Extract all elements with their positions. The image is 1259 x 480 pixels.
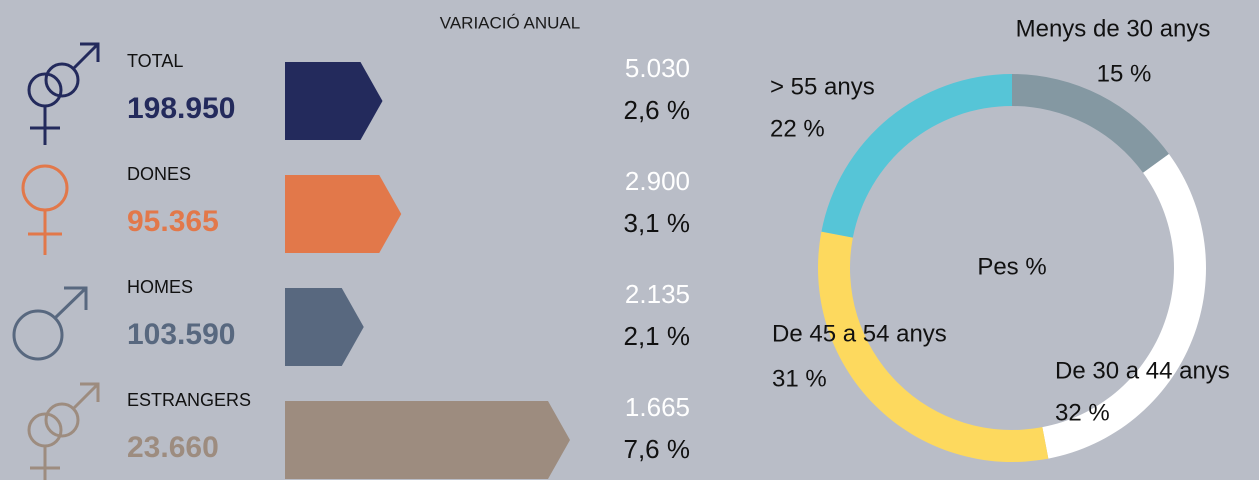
header: VARIACIÓ ANUAL xyxy=(440,13,580,32)
row-label: DONES xyxy=(127,164,191,184)
segment-label: Menys de 30 anys xyxy=(1016,15,1211,42)
icon-total xyxy=(27,42,100,145)
donut-segment xyxy=(818,231,1049,462)
row-change: 1.665 xyxy=(625,392,690,422)
row-change: 2.135 xyxy=(625,279,690,309)
donut-segment xyxy=(1012,74,1169,173)
segment-label: De 30 a 44 anys xyxy=(1055,357,1230,384)
segment-value: 22 % xyxy=(770,115,825,142)
row-value: 103.590 xyxy=(127,318,235,351)
segment-label: De 45 a 54 anys xyxy=(772,320,947,347)
arrow-bar xyxy=(285,401,570,479)
icon-men xyxy=(12,286,88,361)
arrow-bar xyxy=(285,62,383,140)
row-value: 23.660 xyxy=(127,431,219,464)
row-pct: 7,6 % xyxy=(624,434,691,464)
donut-segment xyxy=(1042,153,1207,459)
segment-value: 32 % xyxy=(1055,399,1110,426)
row-label: ESTRANGERS xyxy=(127,390,251,410)
row-label: TOTAL xyxy=(127,51,183,71)
icon-women xyxy=(21,164,69,255)
segment-value: 15 % xyxy=(1097,60,1152,87)
row-change: 2.900 xyxy=(625,166,690,196)
row-pct: 3,1 % xyxy=(624,208,691,238)
donut-segment xyxy=(821,74,1012,238)
row-pct: 2,6 % xyxy=(624,95,691,125)
row-value: 95.365 xyxy=(127,205,219,238)
center-label: Pes % xyxy=(977,253,1046,280)
icons xyxy=(12,42,100,480)
segment-label: > 55 anys xyxy=(770,73,875,100)
segment-value: 31 % xyxy=(772,365,827,392)
arrow-bar xyxy=(285,288,364,366)
row-label: HOMES xyxy=(127,277,193,297)
row-pct: 2,1 % xyxy=(624,321,691,351)
row-value: 198.950 xyxy=(127,92,235,125)
icon-foreigners xyxy=(27,382,100,480)
arrow-bar xyxy=(285,175,402,253)
row-change: 5.030 xyxy=(625,53,690,83)
